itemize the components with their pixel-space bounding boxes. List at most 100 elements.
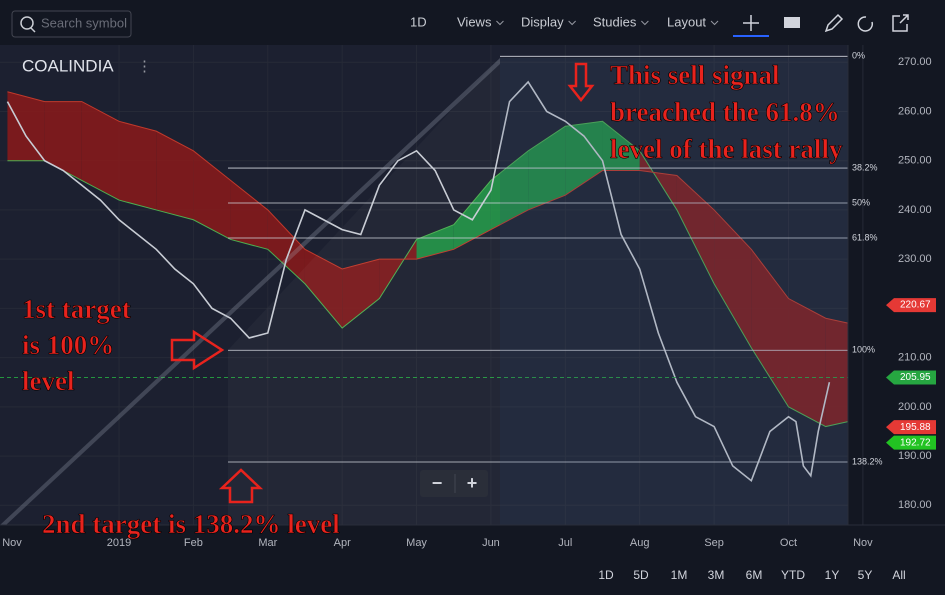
price-tag [886, 298, 936, 313]
symbol-menu[interactable]: ⋮ [137, 58, 152, 75]
toolbar-button[interactable]: Studies [593, 14, 637, 29]
cloud-segment [453, 180, 491, 250]
price-tag [886, 370, 936, 385]
toolbar-button[interactable]: Layout [667, 14, 706, 29]
x-tick-label: Feb [184, 537, 203, 549]
cloud-segment [751, 249, 789, 407]
price-tag-label: 205.95 [900, 372, 931, 383]
range-button[interactable]: All [892, 568, 905, 582]
range-button[interactable]: 5D [633, 568, 649, 582]
zoom-in[interactable]: + [467, 473, 478, 493]
cloud-segment [44, 101, 82, 181]
x-tick-label: Apr [334, 537, 351, 549]
cloud-segment [416, 224, 454, 260]
cloud-line [7, 91, 849, 324]
cloud-segment [490, 150, 529, 230]
range-button[interactable]: YTD [781, 568, 805, 582]
reset-icon[interactable] [857, 16, 874, 32]
cloud-segment [230, 180, 268, 250]
x-tick-label: Nov [853, 537, 873, 549]
annotation: level of the last rally [610, 134, 843, 164]
range-button[interactable]: 5Y [858, 568, 873, 582]
x-tick-label: Mar [258, 537, 277, 549]
cloud-segment [825, 318, 848, 427]
y-tick-label: 270.00 [898, 56, 932, 68]
toolbar-button[interactable]: Display [521, 14, 564, 29]
arrow-down [567, 62, 595, 103]
plot-background [0, 45, 848, 525]
fib-label: 50% [852, 197, 870, 207]
price-tag-label: 195.88 [900, 422, 931, 433]
cloud-segment [714, 209, 752, 348]
dropdown-caret [496, 20, 504, 26]
dropdown-caret [641, 20, 649, 26]
price-tag-label: 192.72 [900, 437, 931, 448]
y-tick-label: 190.00 [898, 450, 932, 462]
x-tick-label: Sep [704, 537, 724, 549]
cloud-segment [7, 91, 45, 161]
annotation: This sell signal [610, 60, 780, 90]
y-tick-label: 180.00 [898, 499, 932, 511]
search-box[interactable] [11, 10, 132, 38]
search-icon [20, 16, 34, 30]
x-tick-label: May [406, 537, 427, 549]
fib-label: 0% [852, 51, 865, 61]
y-tick-label: 260.00 [898, 105, 932, 117]
price-line [6, 80, 831, 483]
annotation: level [22, 366, 75, 396]
fib-label: 61.8% [852, 232, 878, 242]
cloud-segment [304, 249, 343, 329]
x-tick-label: Jun [482, 537, 500, 549]
range-button[interactable]: 3M [708, 568, 725, 582]
cloud-segment [119, 121, 157, 210]
cloud-segment [676, 175, 715, 284]
draw-icon[interactable] [824, 13, 844, 33]
y-tick-label: 210.00 [898, 352, 932, 364]
toolbar-button[interactable]: Views [457, 14, 492, 29]
y-tick-label: 240.00 [898, 204, 932, 216]
price-tag [886, 435, 936, 450]
zoom-out[interactable]: − [432, 473, 443, 493]
annotation: 1st target [22, 294, 131, 324]
comment-icon[interactable] [784, 17, 800, 28]
dropdown-caret [568, 20, 576, 26]
range-button[interactable]: 1M [671, 568, 688, 582]
price-tag-label: 220.67 [900, 300, 931, 311]
cloud-segment [602, 121, 640, 171]
dropdown-caret [710, 20, 719, 26]
search-icon [30, 27, 36, 33]
x-tick-label: Nov [2, 537, 22, 549]
search-placeholder[interactable]: Search symbol [41, 15, 127, 30]
fib-shade [500, 58, 848, 525]
popout-icon[interactable] [892, 14, 909, 32]
x-tick-label: Oct [780, 537, 797, 549]
cloud-segment [267, 209, 305, 284]
range-button[interactable]: 1D [598, 568, 614, 582]
annotation: 2nd target is 138.2% level [42, 509, 340, 539]
range-button[interactable]: 6M [746, 568, 763, 582]
arrow-right [170, 329, 225, 371]
x-tick-label: 2019 [107, 537, 131, 549]
cloud-segment [156, 131, 194, 220]
toolbar-button[interactable]: 1D [410, 14, 427, 29]
annotation: is 100% [22, 330, 114, 360]
fib-label: 100% [852, 345, 875, 355]
price-tag [886, 420, 936, 435]
fib-trend-line [0, 58, 500, 525]
cloud-line [7, 120, 849, 428]
y-tick-label: 250.00 [898, 155, 932, 167]
cloud-segment [342, 259, 380, 329]
range-button[interactable]: 1Y [825, 568, 840, 582]
annotation: breached the 61.8% [610, 97, 840, 127]
x-tick-label: Aug [630, 537, 650, 549]
cloud-segment [788, 298, 826, 427]
symbol-name[interactable]: COALINDIA [22, 56, 114, 75]
cloud-segment [81, 101, 120, 201]
fib-label: 138.2% [852, 456, 883, 466]
y-tick-label: 200.00 [898, 401, 932, 413]
x-tick-label: Jul [558, 537, 572, 549]
y-tick-label: 230.00 [898, 253, 932, 265]
arrow-up [218, 468, 264, 504]
